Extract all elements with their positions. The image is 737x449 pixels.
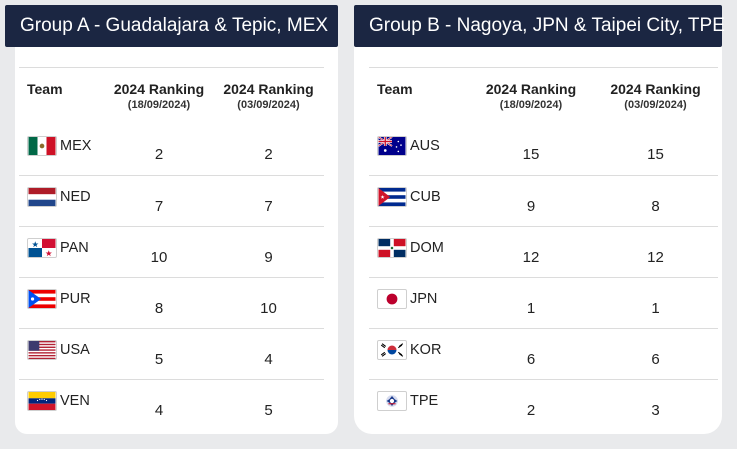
group-b-card: Group B - Nagoya, JPN & Taipei City, TPE… [354,5,725,434]
usa-flag-icon [27,340,57,360]
ranking-value: 4 [154,401,164,419]
cuba-flag-icon [377,187,407,207]
column-date: (03/09/2024) [237,98,300,111]
team-code: PUR [60,291,91,307]
team-column-header: Team [27,81,63,97]
team-code: USA [60,342,90,358]
team-code: MEX [60,137,92,154]
ranking-value: 1 [651,299,660,317]
column-title: 2024 Ranking [113,80,205,97]
team-code: PAN [60,240,89,256]
column-date: (03/09/2024) [624,98,687,111]
ranking-value: 10 [150,248,168,266]
table-header-row: Team 2024 Ranking (18/09/2024) 2024 Rank… [369,67,718,125]
ranking-value: 1 [526,299,536,317]
table-row: PAN 10 9 [19,227,324,278]
chinese-taipei-flag-icon [377,391,407,412]
ranking-value: 10 [260,299,277,317]
table-row: JPN 1 1 [369,278,718,329]
table-row: TPE 2 3 [369,380,718,431]
ranking-value: 6 [526,350,536,368]
ranking-value: 4 [264,350,273,368]
column-title: 2024 Ranking [610,80,701,97]
team-code: AUS [410,137,440,154]
table-header-row: Team 2024 Ranking (18/09/2024) 2024 Rank… [19,67,324,125]
column-title: 2024 Ranking [223,80,314,97]
ranking-value: 2 [154,146,164,164]
ranking-value: 5 [154,350,164,368]
ranking-value: 15 [647,146,664,164]
netherlands-flag-icon [27,187,57,207]
ranking-value: 9 [264,248,273,266]
team-code: CUB [410,189,441,205]
korea-flag-icon [377,340,407,360]
table-row: KOR 6 6 [369,329,718,380]
ranking-value: 3 [651,401,660,419]
panama-flag-icon [27,238,57,258]
puerto-rico-flag-icon [27,289,57,309]
column-title: 2024 Ranking [485,80,577,97]
team-code: KOR [410,342,442,358]
ranking-column-header-2: 2024 Ranking (03/09/2024) [213,68,324,125]
team-code: JPN [410,291,438,307]
ranking-value: 9 [526,197,536,215]
ranking-value: 2 [526,401,536,419]
ranking-value: 12 [647,248,664,266]
australia-flag-icon [377,135,407,156]
column-date: (18/09/2024) [499,98,563,111]
table-row: NED 7 7 [19,176,324,227]
team-code: VEN [60,393,90,410]
team-column-header: Team [377,81,413,97]
mexico-flag-icon [27,135,57,156]
group-b-table: Team 2024 Ranking (18/09/2024) 2024 Rank… [369,67,718,431]
table-row: AUS 15 15 [369,125,718,176]
ranking-column-header-2: 2024 Ranking (03/09/2024) [593,68,718,125]
ranking-value: 8 [154,299,164,317]
table-row: PUR 8 10 [19,278,324,329]
venezuela-flag-icon [27,391,57,412]
ranking-value: 15 [522,146,540,164]
team-code: NED [60,189,91,205]
ranking-value: 7 [264,197,273,215]
group-a-title: Group A - Guadalajara & Tepic, MEX [5,5,338,47]
table-row: MEX 2 2 [19,125,324,176]
dominican-republic-flag-icon [377,238,407,258]
ranking-value: 12 [522,248,540,266]
ranking-value: 5 [264,401,273,419]
column-date: (18/09/2024) [127,98,191,111]
team-code: DOM [410,240,444,256]
group-b-title: Group B - Nagoya, JPN & Taipei City, TPE [354,5,725,47]
ranking-column-header-1: 2024 Ranking (18/09/2024) [105,68,213,125]
table-row: DOM 12 12 [369,227,718,278]
japan-flag-icon [377,289,407,309]
ranking-value: 6 [651,350,660,368]
ranking-value: 8 [651,197,660,215]
table-row: CUB 9 8 [369,176,718,227]
ranking-value: 2 [264,146,273,164]
team-code: TPE [410,393,439,410]
group-a-table: Team 2024 Ranking (18/09/2024) 2024 Rank… [19,67,324,431]
ranking-column-header-1: 2024 Ranking (18/09/2024) [469,68,593,125]
table-row: VEN 4 5 [19,380,324,431]
ranking-value: 7 [154,197,164,215]
group-a-card: Group A - Guadalajara & Tepic, MEX Team … [5,5,338,434]
table-row: USA 5 4 [19,329,324,380]
